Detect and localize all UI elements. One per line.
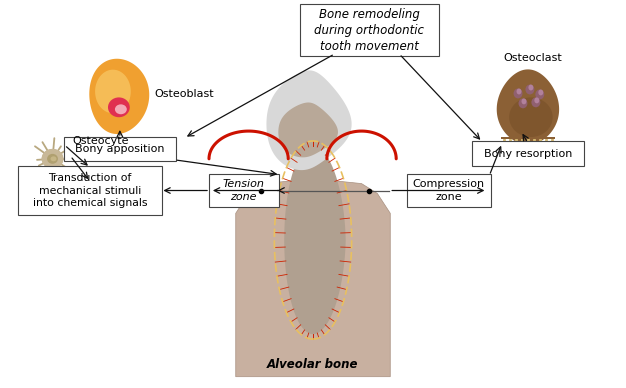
Polygon shape — [90, 59, 149, 134]
Polygon shape — [279, 102, 338, 158]
Ellipse shape — [41, 149, 63, 169]
Text: Osteoclast: Osteoclast — [503, 53, 562, 63]
Ellipse shape — [521, 99, 526, 104]
Text: Osteoblast: Osteoblast — [155, 90, 214, 99]
Ellipse shape — [51, 156, 56, 161]
Polygon shape — [501, 137, 555, 139]
Ellipse shape — [531, 97, 540, 107]
Ellipse shape — [47, 154, 58, 164]
FancyBboxPatch shape — [208, 174, 279, 207]
Polygon shape — [236, 178, 390, 377]
Ellipse shape — [538, 90, 543, 95]
Text: Bone remodeling
during orthodontic
tooth movement: Bone remodeling during orthodontic tooth… — [314, 7, 424, 52]
Ellipse shape — [528, 85, 533, 90]
FancyBboxPatch shape — [407, 174, 491, 207]
Text: Compression
zone: Compression zone — [413, 179, 485, 202]
Polygon shape — [95, 70, 131, 113]
Polygon shape — [267, 70, 352, 170]
Ellipse shape — [518, 99, 528, 108]
Ellipse shape — [535, 90, 544, 99]
Polygon shape — [284, 146, 346, 334]
FancyBboxPatch shape — [64, 137, 176, 161]
Ellipse shape — [525, 85, 535, 94]
FancyBboxPatch shape — [18, 166, 162, 215]
Text: Tension
zone: Tension zone — [223, 179, 265, 202]
Text: Bony apposition: Bony apposition — [75, 144, 165, 154]
FancyBboxPatch shape — [472, 142, 584, 166]
Text: Alveolar bone: Alveolar bone — [267, 359, 359, 371]
Ellipse shape — [513, 88, 523, 99]
Ellipse shape — [509, 97, 553, 137]
Polygon shape — [496, 69, 559, 145]
Ellipse shape — [108, 97, 130, 117]
Ellipse shape — [115, 104, 127, 114]
Text: Transduction of
mechanical stimuli
into chemical signals: Transduction of mechanical stimuli into … — [33, 173, 147, 208]
Text: Osteocyte: Osteocyte — [73, 136, 129, 146]
Ellipse shape — [516, 88, 521, 94]
FancyBboxPatch shape — [300, 4, 439, 56]
Ellipse shape — [41, 149, 63, 169]
Ellipse shape — [535, 97, 540, 103]
Text: Bony resorption: Bony resorption — [484, 149, 572, 159]
